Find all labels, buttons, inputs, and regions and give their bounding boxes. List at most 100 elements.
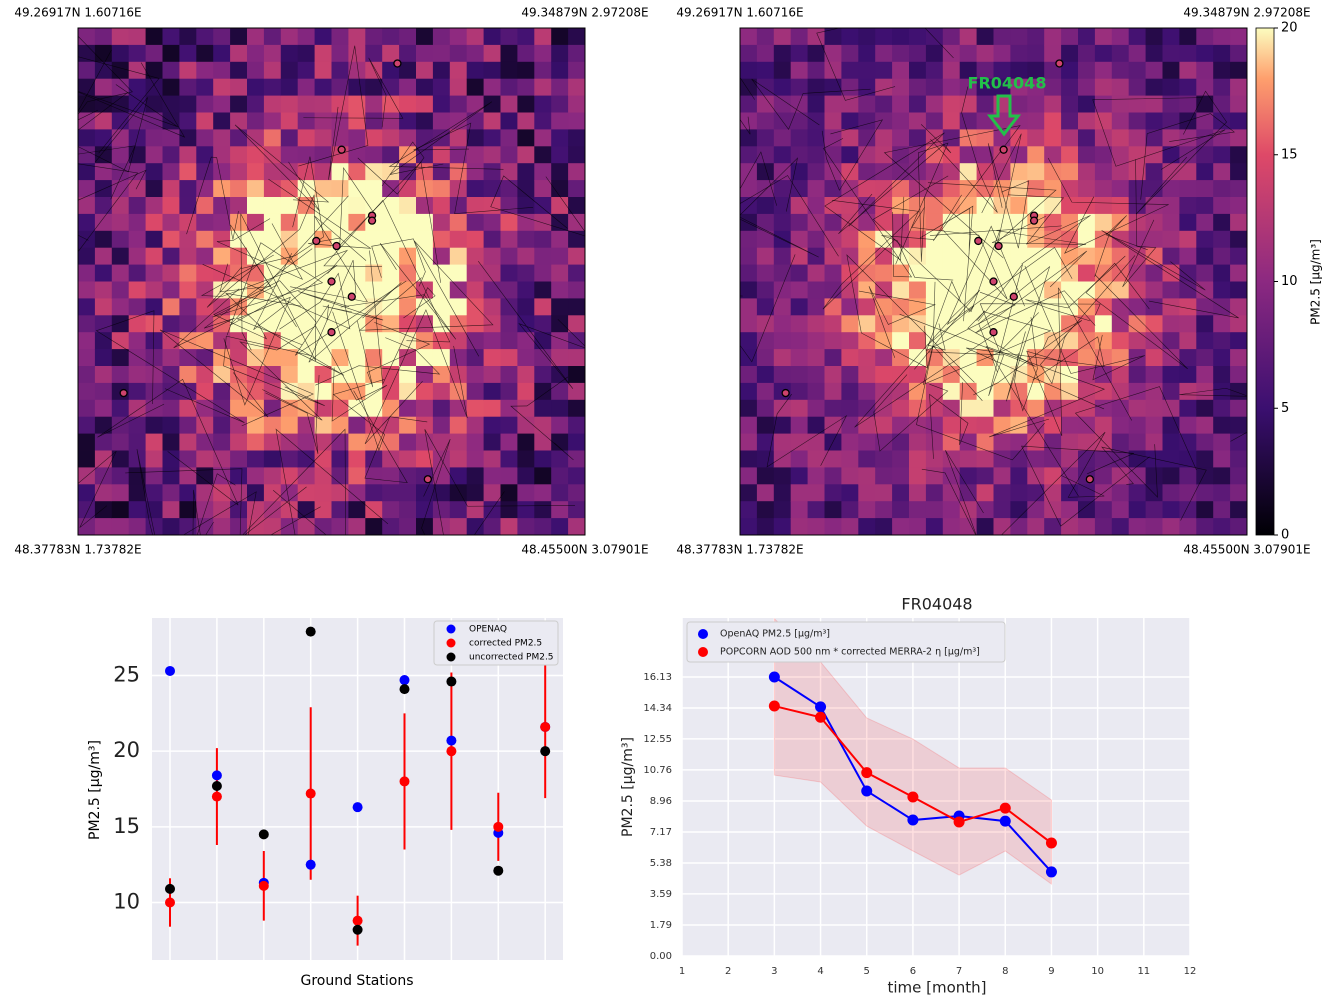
raster-cell <box>145 78 164 97</box>
raster-cell <box>500 213 518 232</box>
raster-cell <box>534 28 552 46</box>
raster-cell <box>892 180 910 198</box>
road <box>1135 90 1227 215</box>
raster-cell <box>145 95 164 114</box>
road <box>740 151 839 257</box>
raster-cell <box>993 197 1011 215</box>
road <box>125 468 257 535</box>
road <box>270 428 389 535</box>
raster-cell <box>145 264 164 283</box>
raster-cell <box>740 230 758 249</box>
raster-cell <box>1145 230 1164 249</box>
raster-cell <box>213 44 231 63</box>
raster-cell <box>263 129 282 147</box>
raster-cell <box>942 501 961 519</box>
raster-cell <box>824 433 842 452</box>
raster-cell <box>466 416 485 435</box>
raster-cell <box>1230 112 1247 130</box>
raster-cell <box>1044 180 1062 198</box>
raster-cell <box>1010 518 1028 535</box>
y-tick-label: 8.96 <box>650 796 672 807</box>
raster-cell <box>94 281 113 299</box>
road <box>290 215 368 303</box>
raster-cell <box>449 264 468 283</box>
point <box>907 814 919 826</box>
raster-cell <box>382 315 400 333</box>
raster-cell <box>365 28 383 46</box>
road <box>751 78 871 130</box>
raster-cell <box>314 264 333 283</box>
raster-cell <box>1044 484 1062 502</box>
raster-cell <box>179 112 197 130</box>
raster-cell <box>1230 518 1247 535</box>
raster-cell <box>568 484 585 502</box>
raster-cell <box>1213 399 1231 418</box>
raster-cell <box>348 44 366 63</box>
raster-cell <box>959 450 978 468</box>
raster-cell <box>1179 78 1197 97</box>
raster-cell <box>331 450 349 468</box>
raster-cell <box>128 163 147 181</box>
raster-cell <box>399 180 417 198</box>
raster-cell <box>1128 213 1147 232</box>
raster-cell <box>534 467 552 485</box>
raster-cell <box>263 501 282 519</box>
road <box>234 124 330 212</box>
raster-cell <box>773 298 792 316</box>
raster-cell <box>1213 518 1231 535</box>
raster-cell <box>1044 95 1062 114</box>
raster-cell <box>1061 382 1079 401</box>
raster-cell <box>263 197 282 215</box>
road <box>239 326 323 421</box>
raster-cell <box>858 61 876 80</box>
raster-cell <box>500 298 518 316</box>
corner-label: 48.45500N 3.07901E <box>1183 543 1310 557</box>
raster-cell <box>128 180 147 198</box>
raster-cell <box>365 61 383 80</box>
road <box>1047 157 1169 254</box>
raster-cell <box>959 78 978 97</box>
raster-cell <box>1230 349 1247 367</box>
raster-cell <box>483 95 502 114</box>
raster-cell <box>449 501 468 519</box>
raster-cell <box>213 501 231 519</box>
raster-cell <box>247 44 265 63</box>
raster-cell <box>790 501 809 519</box>
raster-cell <box>841 28 859 46</box>
raster-cell <box>1213 247 1231 266</box>
raster-cell <box>790 399 809 418</box>
raster-cell <box>875 382 893 401</box>
raster-cell <box>773 433 792 452</box>
raster-cell <box>247 163 265 181</box>
raster-cell <box>875 44 893 63</box>
raster-cell <box>1230 366 1247 384</box>
raster-cell <box>1061 281 1079 299</box>
raster-cell <box>382 230 400 249</box>
raster-cell <box>892 399 910 418</box>
raster-cell <box>517 78 535 97</box>
raster-cell <box>1145 163 1164 181</box>
raster-cell <box>416 213 434 232</box>
raster-cell <box>348 315 366 333</box>
raster-cell <box>128 501 147 519</box>
raster-cell <box>449 61 468 80</box>
raster-cell <box>1162 484 1180 502</box>
road <box>303 57 404 128</box>
y-tick-label: 25 <box>113 663 140 687</box>
raster-cell <box>78 61 96 80</box>
raster-cell <box>942 366 961 384</box>
raster-cell <box>858 332 876 350</box>
point <box>258 880 269 891</box>
station-marker <box>367 216 377 225</box>
raster-cell <box>756 247 775 266</box>
road <box>136 449 214 535</box>
raster-cell <box>213 112 231 130</box>
raster-cell <box>858 399 876 418</box>
road <box>973 320 1083 396</box>
raster-cell <box>500 95 518 114</box>
road <box>899 310 1036 367</box>
raster-cell <box>280 247 299 266</box>
raster-cell <box>858 247 876 266</box>
raster-cell <box>1213 44 1231 63</box>
road <box>927 305 975 351</box>
